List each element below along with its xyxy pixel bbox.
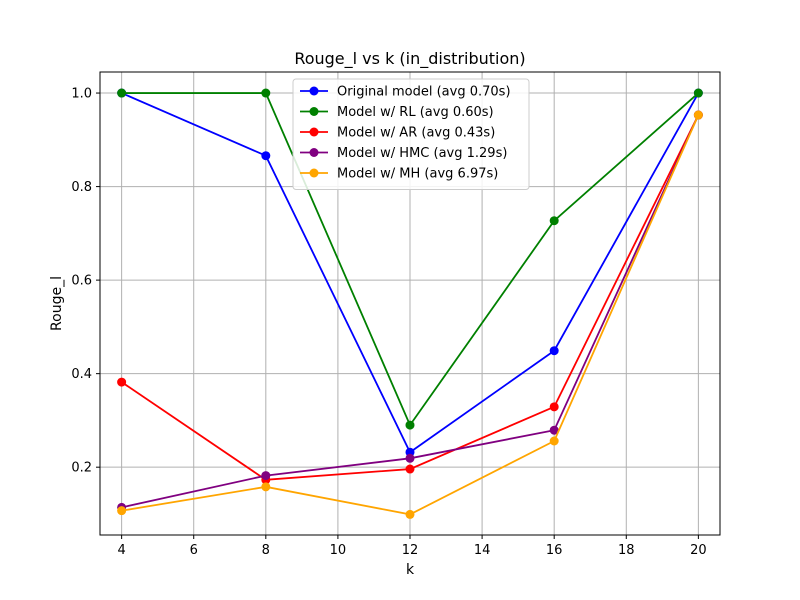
data-point xyxy=(405,420,415,430)
legend-label: Model w/ HMC (avg 1.29s) xyxy=(337,146,507,161)
series-layer xyxy=(117,88,703,519)
legend-item: Model w/ HMC (avg 1.29s) xyxy=(300,146,507,161)
x-axis-label: k xyxy=(406,562,415,578)
data-point xyxy=(405,509,415,519)
series-1 xyxy=(117,88,703,430)
x-tick-label: 18 xyxy=(618,543,635,558)
data-point xyxy=(405,453,415,463)
y-tick-label: 0.2 xyxy=(71,461,92,476)
legend-marker xyxy=(309,168,319,178)
data-point xyxy=(693,88,703,98)
y-tick-label: 0.8 xyxy=(71,180,92,195)
legend-label: Model w/ MH (avg 6.97s) xyxy=(337,167,498,182)
data-point xyxy=(405,464,415,474)
data-point xyxy=(549,346,559,356)
x-tick-label: 6 xyxy=(190,543,198,558)
legend-item: Model w/ AR (avg 0.43s) xyxy=(300,126,495,141)
data-point xyxy=(549,402,559,412)
y-axis-label: Rouge_l xyxy=(49,276,65,331)
legend-label: Model w/ AR (avg 0.43s) xyxy=(337,126,495,141)
data-point xyxy=(261,151,271,161)
data-point xyxy=(549,436,559,446)
chart-title: Rouge_l vs k (in_distribution) xyxy=(294,49,525,69)
series-4 xyxy=(117,110,703,519)
x-tick-label: 4 xyxy=(117,543,125,558)
legend-marker xyxy=(309,148,319,157)
y-tick-label: 1.0 xyxy=(71,87,92,102)
legend-marker xyxy=(309,107,319,116)
legend-box xyxy=(292,78,530,190)
x-tick-label: 14 xyxy=(474,543,491,558)
data-point xyxy=(693,110,703,120)
data-point xyxy=(117,88,127,98)
x-tick-label: 12 xyxy=(402,543,419,558)
legend-label: Model w/ RL (avg 0.60s) xyxy=(337,105,494,120)
data-point xyxy=(549,425,559,435)
y-tick-label: 0.6 xyxy=(71,274,92,289)
ticks: 4 6 8 10 12 14 16 18 20 0.2 0.4 0.6 0.8 1.0 xyxy=(71,87,706,558)
legend-item: Model w/ RL (avg 0.60s) xyxy=(300,105,494,120)
data-point xyxy=(549,216,559,226)
x-tick-label: 10 xyxy=(330,543,347,558)
x-tick-label: 8 xyxy=(262,543,270,558)
data-point xyxy=(261,88,271,98)
data-point xyxy=(117,377,127,387)
data-point xyxy=(261,482,271,492)
data-point xyxy=(261,471,271,481)
legend-marker xyxy=(309,127,319,137)
x-tick-label: 20 xyxy=(690,543,707,558)
legend-item: Model w/ MH (avg 6.97s) xyxy=(300,167,498,182)
y-tick-label: 0.4 xyxy=(71,367,92,382)
legend: Original model (avg 0.70s) Model w/ RL (a… xyxy=(292,78,530,190)
legend-item: Original model (avg 0.70s) xyxy=(300,85,511,100)
x-tick-label: 16 xyxy=(546,543,563,558)
data-point xyxy=(117,506,127,516)
legend-label: Original model (avg 0.70s) xyxy=(337,85,511,100)
legend-marker xyxy=(309,86,319,96)
